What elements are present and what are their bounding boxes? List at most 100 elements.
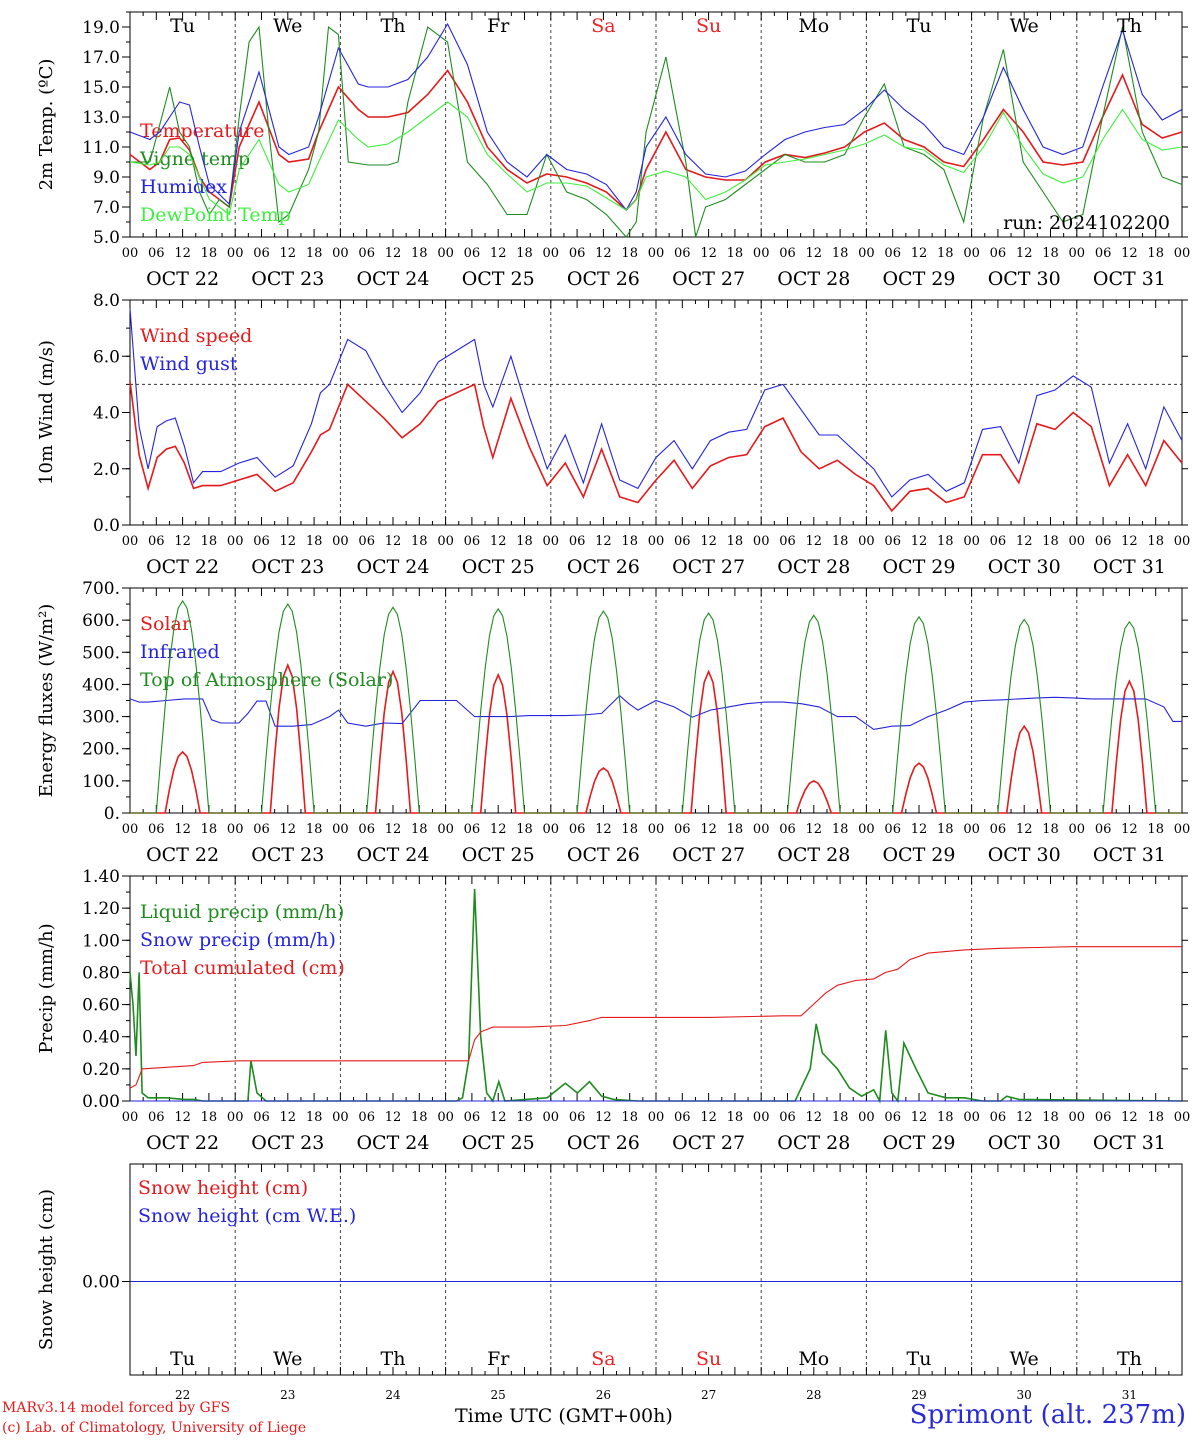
- hour-label: 00: [753, 822, 770, 837]
- hour-label: 18: [306, 822, 323, 837]
- day-label: Su: [696, 1348, 721, 1370]
- hour-label: 18: [411, 822, 428, 837]
- date-label: OCT 23: [251, 268, 324, 290]
- day-label: Th: [1117, 15, 1142, 37]
- hour-label: 06: [253, 246, 270, 261]
- hour-label: 18: [1042, 822, 1059, 837]
- hour-label: 12: [385, 822, 402, 837]
- hour-label: 12: [174, 1110, 191, 1125]
- hour-label: 00: [227, 822, 244, 837]
- date-label: OCT 31: [1093, 556, 1166, 578]
- hour-label: 06: [358, 1110, 375, 1125]
- hour-label: 06: [253, 534, 270, 549]
- lab-credit: (c) Lab. of Climatology, University of L…: [2, 1420, 307, 1436]
- hour-label: 12: [490, 1110, 507, 1125]
- day-number: 25: [491, 1388, 506, 1400]
- hour-label: 12: [595, 534, 612, 549]
- hour-label: 12: [1016, 822, 1033, 837]
- hour-label: 12: [1121, 534, 1138, 549]
- hour-label: 18: [1042, 1110, 1059, 1125]
- date-label: OCT 30: [988, 844, 1061, 866]
- date-label: OCT 30: [988, 556, 1061, 578]
- y-tick-label: 200.: [82, 740, 120, 760]
- hour-label: 06: [674, 246, 691, 261]
- hour-label: 00: [963, 534, 980, 549]
- date-label: OCT 28: [777, 1132, 850, 1154]
- hour-label: 18: [727, 246, 744, 261]
- hour-label: 00: [437, 822, 454, 837]
- hour-label: 06: [990, 534, 1007, 549]
- date-label: OCT 31: [1093, 268, 1166, 290]
- day-number: 30: [1017, 1388, 1032, 1400]
- date-label: OCT 24: [356, 268, 429, 290]
- series-line: [129, 101, 1183, 216]
- hour-label: 00: [332, 822, 349, 837]
- hour-label: 12: [280, 246, 297, 261]
- date-label: OCT 27: [672, 556, 745, 578]
- date-label: OCT 29: [882, 844, 955, 866]
- hour-label: 18: [516, 534, 533, 549]
- hour-label: 18: [516, 822, 533, 837]
- hour-label: 12: [595, 246, 612, 261]
- date-label: OCT 28: [777, 268, 850, 290]
- legend-label: Total cumulated (cm): [140, 957, 345, 979]
- legend-label: Snow height (cm): [138, 1177, 308, 1199]
- hour-label: 18: [516, 1110, 533, 1125]
- hour-label: 18: [937, 822, 954, 837]
- hour-label: 12: [1121, 246, 1138, 261]
- hour-label: 18: [621, 246, 638, 261]
- legend-label: Wind gust: [140, 353, 238, 375]
- date-label: OCT 25: [462, 844, 535, 866]
- day-label: Fr: [487, 15, 510, 37]
- hour-label: 18: [201, 246, 218, 261]
- hour-label: 00: [753, 534, 770, 549]
- hour-label: 00: [437, 246, 454, 261]
- hour-label: 00: [437, 534, 454, 549]
- date-label: OCT 22: [146, 844, 219, 866]
- day-label: Fr: [487, 1348, 510, 1370]
- hour-label: 18: [727, 534, 744, 549]
- hour-label: 06: [779, 822, 796, 837]
- date-label: OCT 28: [777, 844, 850, 866]
- hour-label: 18: [306, 534, 323, 549]
- legend-label: Wind speed: [140, 325, 252, 347]
- run-label: run: 2024102200: [1003, 212, 1170, 234]
- date-label: OCT 24: [356, 844, 429, 866]
- y-tick-label: 5.0: [93, 228, 120, 248]
- hour-label: 06: [148, 534, 165, 549]
- day-number: 31: [1122, 1388, 1137, 1400]
- hour-label: 06: [1095, 246, 1112, 261]
- hour-label: 12: [700, 534, 717, 549]
- day-label: Su: [696, 15, 721, 37]
- hour-label: 12: [1016, 246, 1033, 261]
- hour-label: 06: [148, 1110, 165, 1125]
- y-tick-label: 13.0: [82, 108, 120, 128]
- series-line: [129, 381, 1183, 513]
- y-axis-title: Energy fluxes (W/m²): [36, 604, 57, 798]
- y-tick-label: 7.0: [93, 198, 120, 218]
- hour-label: 06: [884, 822, 901, 837]
- hour-label: 00: [1069, 534, 1086, 549]
- hour-label: 06: [779, 1110, 796, 1125]
- hour-label: 18: [727, 1110, 744, 1125]
- hour-label: 00: [753, 246, 770, 261]
- hour-label: 00: [963, 246, 980, 261]
- hour-label: 06: [464, 822, 481, 837]
- day-label: We: [1010, 1348, 1039, 1370]
- hour-label: 06: [464, 534, 481, 549]
- y-tick-label: 0.: [104, 804, 120, 824]
- day-number: 24: [385, 1388, 401, 1400]
- model-credit: MARv3.14 model forced by GFS: [2, 1400, 231, 1416]
- y-tick-label: 0.00: [82, 1092, 120, 1112]
- hour-label: 12: [174, 822, 191, 837]
- day-number: 26: [596, 1388, 611, 1400]
- hour-label: 00: [1174, 1110, 1191, 1125]
- y-tick-label: 0.40: [82, 1028, 120, 1048]
- date-label: OCT 26: [567, 556, 640, 578]
- y-tick-label: 19.0: [82, 18, 120, 38]
- date-label: OCT 27: [672, 268, 745, 290]
- day-label: Tu: [907, 15, 932, 37]
- y-tick-label: 1.40: [82, 867, 120, 887]
- meteogram: 5.0 7.0 9.0 11.0 13.0 15.0 17.0 19.0 2m Temp. (º…: [36, 11, 1191, 1400]
- day-label: Th: [381, 1348, 406, 1370]
